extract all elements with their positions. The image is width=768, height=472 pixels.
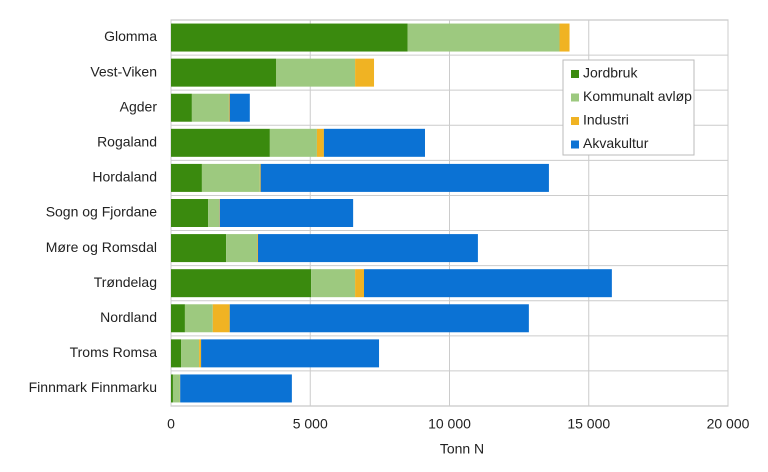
- bar-segment: [269, 128, 317, 157]
- legend-swatch: [571, 117, 579, 125]
- bar-segment: [171, 234, 227, 263]
- bar-segment: [259, 163, 261, 192]
- bar-segment: [184, 304, 213, 333]
- bar-segment: [171, 339, 182, 368]
- x-tick-label: 0: [167, 416, 175, 432]
- legend-box: [562, 59, 695, 156]
- y-tick-label: Trøndelag: [94, 274, 157, 290]
- bar-segment: [199, 339, 202, 368]
- x-tick-label: 10 000: [428, 416, 471, 432]
- bar-segment: [180, 374, 292, 403]
- bar-segment: [172, 374, 180, 403]
- y-tick-label: Vest-Viken: [90, 63, 157, 79]
- y-tick-label: Agder: [120, 98, 158, 114]
- y-tick-label: Glomma: [104, 28, 157, 44]
- bar-segment: [171, 93, 192, 122]
- bar-segment: [171, 58, 276, 87]
- bar-segment: [228, 93, 230, 122]
- y-tick-label: Nordland: [100, 309, 157, 325]
- bar-segment: [257, 234, 258, 263]
- y-tick-label: Sogn og Fjordane: [46, 204, 158, 220]
- bar-segment: [559, 23, 570, 52]
- bar-segment: [171, 374, 173, 403]
- bar-segment: [275, 58, 356, 87]
- bar-segment: [181, 339, 200, 368]
- bar-segment: [323, 128, 425, 157]
- bar-segment: [260, 163, 549, 192]
- y-tick-label: Møre og Romsdal: [46, 239, 157, 255]
- bar-segment: [229, 93, 250, 122]
- x-axis-title: Tonn N: [440, 441, 484, 457]
- bar-segment: [171, 199, 209, 227]
- bar-segment: [219, 199, 220, 227]
- x-tick-label: 20 000: [707, 416, 750, 432]
- bar-segment: [407, 23, 560, 52]
- bar-segment: [201, 163, 260, 192]
- bar-segment: [208, 199, 220, 227]
- bar-segment: [219, 199, 354, 227]
- bar-segment: [355, 58, 375, 87]
- legend-label: Akvakultur: [583, 135, 649, 151]
- bar-segment: [226, 234, 258, 263]
- legend-label: Kommunalt avløp: [583, 88, 692, 104]
- bar-segment: [257, 234, 478, 263]
- bar-segment: [171, 304, 185, 333]
- x-tick-label: 5 000: [293, 416, 328, 432]
- bar-segment: [171, 163, 202, 192]
- bar-segment: [171, 128, 270, 157]
- bar-segment: [229, 304, 529, 333]
- bar-segment: [316, 128, 324, 157]
- legend-swatch: [571, 93, 579, 102]
- legend-label: Industri: [583, 112, 629, 128]
- bar-segment: [201, 339, 380, 368]
- bar-segment: [212, 304, 230, 333]
- x-tick-label: 15 000: [567, 416, 610, 432]
- bar-segment: [364, 269, 612, 298]
- y-tick-label: Troms Romsa: [70, 344, 158, 360]
- y-tick-label: Hordaland: [92, 169, 157, 185]
- y-tick-label: Rogaland: [97, 134, 157, 150]
- legend-label: Jordbruk: [583, 65, 638, 81]
- legend-swatch: [571, 70, 579, 78]
- bar-segment: [355, 269, 365, 298]
- bar-segment: [311, 269, 356, 298]
- bar-segment: [171, 269, 312, 298]
- bar-segment: [191, 93, 229, 122]
- legend-swatch: [571, 140, 579, 149]
- y-tick-label: Finnmark Finnmarku: [29, 379, 157, 395]
- bar-segment: [171, 23, 408, 52]
